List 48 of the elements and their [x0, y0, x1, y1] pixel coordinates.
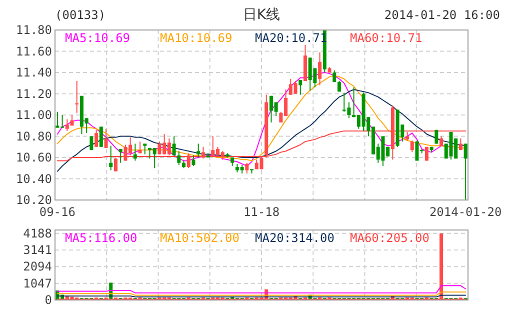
text: MA10:502.00 [160, 231, 240, 245]
candlestick [143, 143, 147, 155]
candlestick [75, 80, 79, 114]
candlestick [464, 143, 468, 200]
y-tick-label: 10.80 [16, 129, 52, 144]
candlestick [410, 140, 414, 153]
y-tick-label: 11.20 [16, 86, 52, 101]
line-series [56, 285, 466, 294]
y-tick-label: 10.40 [16, 172, 52, 186]
candlestick [109, 145, 113, 171]
candlestick [440, 136, 444, 146]
candlestick [118, 148, 122, 164]
candlestick [192, 154, 196, 166]
text: MA5:116.00 [65, 231, 138, 245]
line-series [56, 89, 466, 172]
x-tick-label: 11-18 [243, 205, 280, 219]
candlestick [298, 79, 302, 96]
y-tick-label: 11.40 [16, 66, 52, 80]
text: MA5:10.69 [65, 31, 130, 45]
text: 2014-01-20 16:00 [384, 8, 500, 22]
candlestick [99, 126, 103, 148]
x-tick-label: 2014-01-20 [429, 205, 502, 219]
candlestick [94, 129, 98, 148]
candlestick [196, 143, 200, 158]
text: MA20:314.00 [255, 231, 334, 245]
text: (00133) [55, 8, 106, 22]
x-tick-label: 09-16 [39, 205, 76, 219]
text: MA60:205.00 [350, 231, 430, 245]
y-tick-label: 11.00 [16, 108, 52, 122]
y-tick-label: 10.20 [16, 193, 52, 207]
candlestick [177, 150, 181, 166]
candlestick [138, 141, 142, 154]
y-tick-label: 1047 [23, 276, 52, 290]
candlestick [104, 128, 108, 148]
text: MA10:10.69 [160, 31, 232, 45]
chart-title: 日K线 [242, 7, 280, 23]
candlestick [172, 136, 176, 156]
candlestick [133, 143, 137, 162]
y-tick-label: 3141 [23, 243, 52, 258]
y-tick-label: 4188 [23, 226, 52, 240]
candlestick [318, 52, 322, 86]
text: MA60:10.71 [350, 31, 422, 45]
y-tick-label: 11.60 [16, 44, 52, 58]
candlestick [245, 162, 249, 174]
y-tick-label: 11.80 [16, 23, 52, 37]
y-tick-label: 0 [44, 293, 52, 307]
y-tick-label: 2094 [23, 260, 52, 274]
y-tick-label: 10.60 [16, 150, 52, 164]
